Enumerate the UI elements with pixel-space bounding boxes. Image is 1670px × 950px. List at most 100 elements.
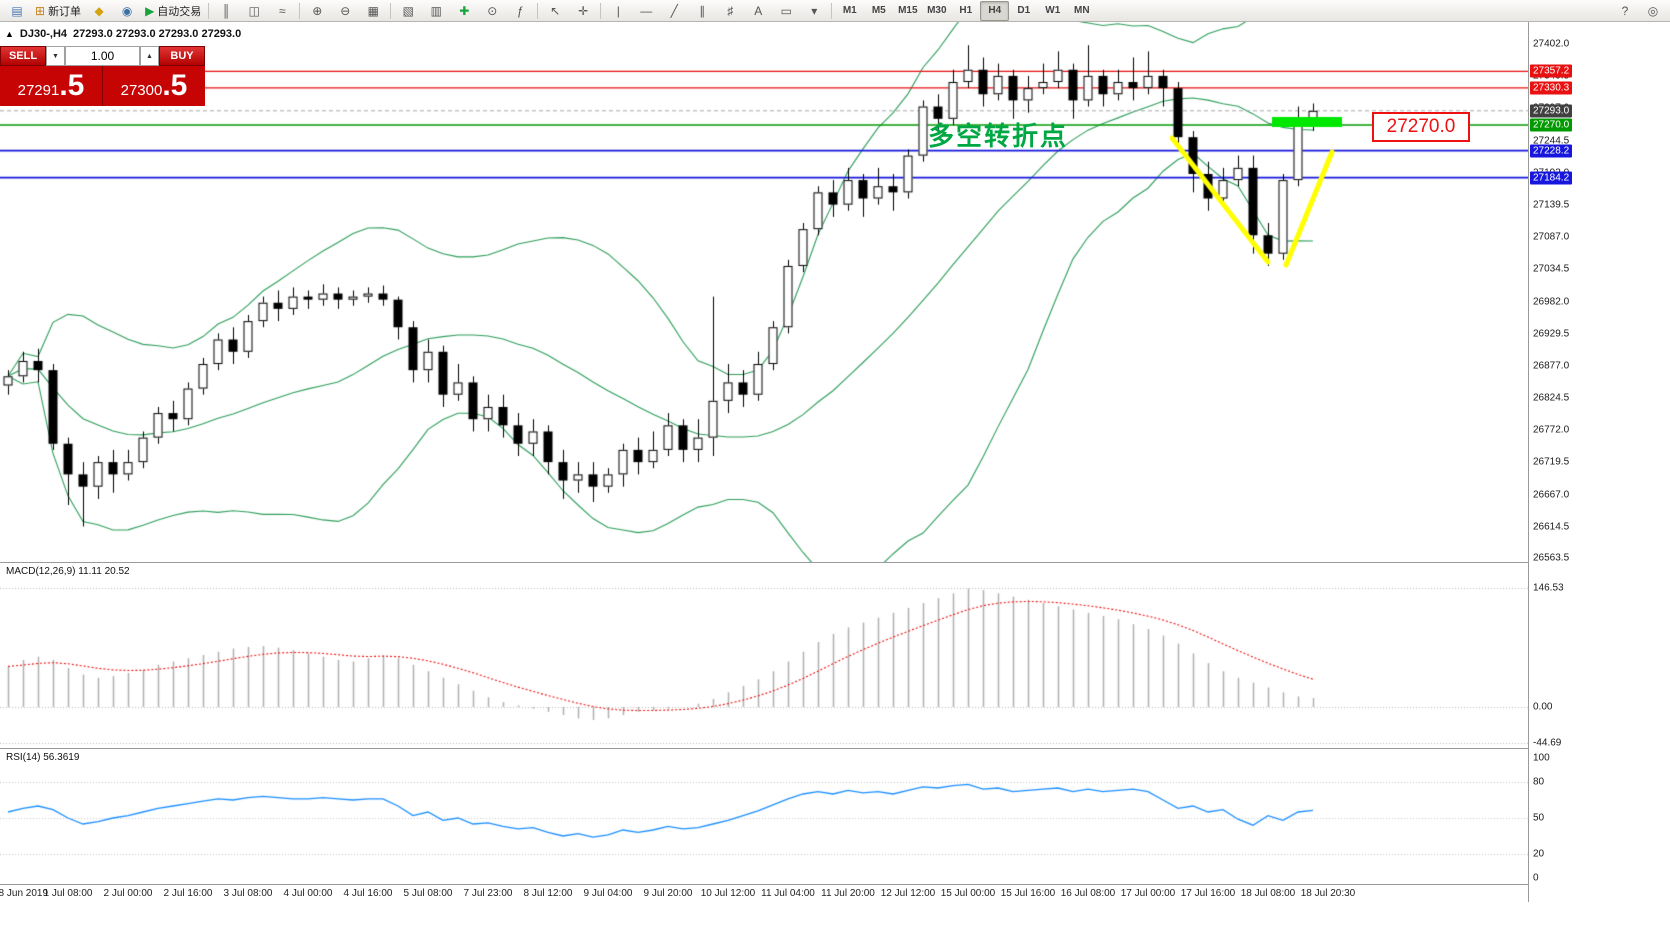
- time-axis-label: 15 Jul 00:00: [940, 888, 996, 899]
- community-icon: ◉: [121, 3, 133, 18]
- price-axis-label: 26982.0: [1533, 296, 1570, 307]
- channel-icon: ∥: [699, 3, 706, 18]
- toolbar-separator: [600, 2, 602, 19]
- timeframe-h4-button-label: H4: [988, 5, 1002, 16]
- fibonacci-icon: ♯: [727, 3, 734, 18]
- time-axis-label: 5 Jul 08:00: [403, 888, 453, 899]
- autotrade-button[interactable]: ▶ 自动交易: [141, 1, 205, 21]
- zoom-in-button[interactable]: ⊕: [303, 1, 331, 21]
- price-axis-label: 26824.5: [1533, 392, 1570, 404]
- tile-windows-icon: ▦: [367, 3, 379, 18]
- price-annotation-box[interactable]: 27270.0: [1372, 112, 1470, 142]
- rsi-axis-label: 50: [1533, 812, 1545, 824]
- symbol-title: DJ30-,H4: [19, 28, 67, 40]
- navigator-icon: ▧: [402, 3, 414, 18]
- cursor-button[interactable]: ↖: [541, 1, 569, 21]
- vertical-line-button[interactable]: |: [604, 1, 632, 21]
- search-button[interactable]: ◎: [1639, 1, 1667, 21]
- line-chart-button[interactable]: ≈: [268, 1, 296, 21]
- channel-button[interactable]: ∥: [688, 1, 716, 21]
- bar-chart-button[interactable]: ║: [212, 1, 240, 21]
- volume-down-button[interactable]: ▼: [46, 46, 65, 66]
- sell-button[interactable]: SELL: [0, 46, 46, 66]
- horizontal-line-icon: ―: [640, 3, 653, 18]
- time-axis-separator: [0, 884, 1574, 885]
- help-button[interactable]: ?: [1611, 1, 1639, 21]
- candlestick-chart-icon: ◫: [248, 3, 260, 18]
- period-clock-button[interactable]: ⊙: [478, 1, 506, 21]
- timeframe-m30-button[interactable]: M30: [922, 1, 951, 21]
- bar-chart-icon: ║: [222, 3, 231, 18]
- price-axis-badge: 27293.0: [1530, 104, 1573, 118]
- time-axis-label: 8 Jul 12:00: [523, 888, 573, 899]
- rsi-indicator-canvas[interactable]: [0, 750, 1528, 884]
- shapes-dropdown-button[interactable]: ▾: [800, 1, 828, 21]
- macd-indicator-label: MACD(12,26,9) 11.11 20.52: [6, 566, 130, 577]
- timeframe-mn-button[interactable]: MN: [1067, 1, 1096, 21]
- data-window-button[interactable]: ▥: [422, 1, 450, 21]
- time-axis-label: 2 Jul 16:00: [163, 888, 213, 899]
- autotrade-button-label: 自动交易: [157, 5, 202, 18]
- time-axis-label: 4 Jul 16:00: [343, 888, 393, 899]
- buy-price-pips: .5: [162, 69, 188, 102]
- chart-wizard-button[interactable]: ◆: [85, 1, 113, 21]
- timeframe-m15-button[interactable]: M15: [893, 1, 922, 21]
- timeframe-h1-button[interactable]: H1: [951, 1, 980, 21]
- price-axis-label: 27034.5: [1533, 263, 1570, 275]
- add-chart-icon: ✚: [459, 3, 470, 18]
- price-axis-label: 26667.0: [1533, 489, 1570, 501]
- new-order-button-label: 新订单: [48, 5, 82, 18]
- new-order-button[interactable]: ⊞ 新订单: [31, 1, 85, 21]
- macd-axis-label: 146.53: [1533, 582, 1564, 594]
- trendline-icon: ╱: [670, 3, 678, 18]
- timeframe-d1-button[interactable]: D1: [1009, 1, 1038, 21]
- buy-price[interactable]: 27300 .5: [102, 66, 205, 106]
- indicators-button[interactable]: ƒ: [506, 1, 534, 21]
- price-axis-label: 27402.0: [1533, 38, 1570, 50]
- macd-panel-separator[interactable]: [0, 562, 1574, 563]
- price-axis[interactable]: 27402.027349.527297.027244.527192.027139…: [1528, 22, 1575, 902]
- zoom-out-button[interactable]: ⊖: [331, 1, 359, 21]
- chart-symbol-icon: ▲: [5, 29, 14, 39]
- timeframe-h4-button[interactable]: H4: [980, 0, 1010, 21]
- timeframe-m5-button[interactable]: M5: [864, 1, 893, 21]
- volume-input[interactable]: 1.00: [65, 46, 140, 66]
- macd-indicator-canvas[interactable]: [0, 564, 1528, 748]
- macd-axis-label: -44.69: [1533, 737, 1562, 749]
- price-axis-label: 26719.5: [1533, 456, 1570, 468]
- charts-window-button[interactable]: ▤: [3, 1, 31, 21]
- time-axis-label: 17 Jul 00:00: [1120, 888, 1176, 899]
- candlestick-chart-button[interactable]: ◫: [240, 1, 268, 21]
- text-icon: A: [754, 3, 763, 18]
- community-button[interactable]: ◉: [113, 1, 141, 21]
- arrow-label-button[interactable]: ▭: [772, 1, 800, 21]
- rsi-indicator-label: RSI(14) 56.3619: [6, 752, 80, 763]
- volume-up-button[interactable]: ▲: [140, 46, 159, 66]
- arrow-label-icon: ▭: [780, 3, 792, 18]
- buy-button[interactable]: BUY: [159, 46, 205, 66]
- rsi-panel-separator[interactable]: [0, 748, 1574, 749]
- text-button[interactable]: A: [744, 1, 772, 21]
- time-axis-label: 18 Jul 08:00: [1240, 888, 1296, 899]
- turning-point-annotation[interactable]: 多空转折点: [928, 121, 1069, 151]
- trendline-button[interactable]: ╱: [660, 1, 688, 21]
- timeframe-m1-button[interactable]: M1: [835, 1, 864, 21]
- add-chart-button[interactable]: ✚: [450, 1, 478, 21]
- autotrade-icon: ▶: [145, 3, 155, 18]
- search-icon: ◎: [1647, 3, 1659, 18]
- crosshair-button[interactable]: ✛: [569, 1, 597, 21]
- indicators-icon: ƒ: [516, 3, 524, 18]
- fibonacci-button[interactable]: ♯: [716, 1, 744, 21]
- price-axis-label: 26877.0: [1533, 360, 1570, 372]
- navigator-button[interactable]: ▧: [394, 1, 422, 21]
- tile-windows-button[interactable]: ▦: [359, 1, 387, 21]
- timeframe-w1-button[interactable]: W1: [1038, 1, 1067, 21]
- price-axis-badge: 27228.2: [1530, 144, 1573, 158]
- price-axis-badge: 27184.2: [1530, 171, 1573, 185]
- sell-price[interactable]: 27291 .5: [0, 66, 102, 106]
- horizontal-line-button[interactable]: ―: [632, 1, 660, 21]
- new-order-icon: ⊞: [35, 3, 46, 18]
- main-chart-canvas[interactable]: [0, 22, 1528, 562]
- time-axis-label: 4 Jul 00:00: [283, 888, 333, 899]
